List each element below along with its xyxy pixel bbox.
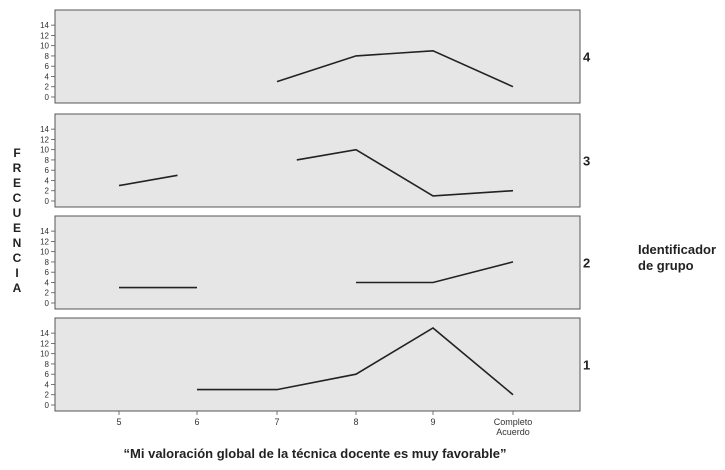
y-tick-label: 2 [45,289,50,298]
x-tick-label: 6 [194,417,199,427]
y-tick-label: 12 [40,237,49,246]
y-axis-label-letter: C [13,251,22,265]
y-axis-label-letter: A [13,281,22,295]
x-axis: 5 6 7 8 9 Completo Acuerdo [116,411,532,437]
y-axis-label-letter: I [15,266,18,280]
panel-background [54,9,581,104]
y-tick-label: 6 [45,268,50,277]
y-axis-label-letter: E [13,221,21,235]
y-tick-label: 10 [40,42,49,51]
y-tick-label: 4 [45,278,50,287]
y-tick-label: 6 [45,370,50,379]
y-tick-label: 2 [45,391,50,400]
x-tick-label: 5 [116,417,121,427]
y-tick-label: 8 [45,258,50,267]
group-label-1: 1 [583,358,590,373]
y-axis-label-letter: R [13,161,22,175]
y-axis-label-letter: U [13,206,22,220]
x-tick-label: 7 [274,417,279,427]
y-tick-label: 12 [40,339,49,348]
y-tick-label: 0 [45,299,50,308]
panel-background [54,113,581,208]
x-tick-label: Completo Acuerdo [494,417,533,437]
y-tick-label: 0 [45,197,50,206]
y-axis-label-letter: N [13,236,22,250]
group-label-3: 3 [583,154,590,169]
y-tick-label: 4 [45,380,50,389]
panel-background [54,317,581,412]
series-line-group-2-segment-2 [356,261,514,284]
legend-title: Identificador de grupo [638,242,716,273]
y-axis-label-letter: F [13,146,20,160]
y-tick-label: 8 [45,52,50,61]
group-label-4: 4 [583,50,591,65]
y-tick-label: 2 [45,83,50,92]
y-tick-label: 0 [45,401,50,410]
y-tick-label: 4 [45,176,50,185]
y-tick-label: 14 [40,329,49,338]
y-tick-label: 12 [40,31,49,40]
series-line-group-1-segment-1 [197,327,514,396]
y-tick-label: 0 [45,93,50,102]
y-tick-label: 10 [40,248,49,257]
y-tick-label: 6 [45,166,50,175]
x-tick-label: 9 [430,417,435,427]
y-tick-label: 10 [40,350,49,359]
y-tick-label: 12 [40,135,49,144]
panels-layer: 0246810121440246810121430246810121420246… [40,9,591,412]
x-tick-label: 8 [353,417,358,427]
y-axis-label-letter: C [13,191,22,205]
y-tick-label: 8 [45,156,50,165]
y-tick-label: 14 [40,21,49,30]
series-line-group-4-segment-1 [276,49,514,88]
y-tick-label: 2 [45,187,50,196]
y-tick-label: 14 [40,227,49,236]
y-tick-label: 4 [45,72,50,81]
y-tick-label: 8 [45,360,50,369]
y-axis-label-letter: E [13,176,21,190]
series-line-group-3-segment-2 [296,148,514,197]
y-tick-label: 14 [40,125,49,134]
group-label-2: 2 [583,256,590,271]
panel-background [54,215,581,310]
y-tick-label: 10 [40,146,49,155]
series-line-group-3-segment-1 [118,174,178,187]
x-axis-title: “Mi valoración global de la técnica doce… [124,446,507,461]
y-tick-label: 6 [45,62,50,71]
